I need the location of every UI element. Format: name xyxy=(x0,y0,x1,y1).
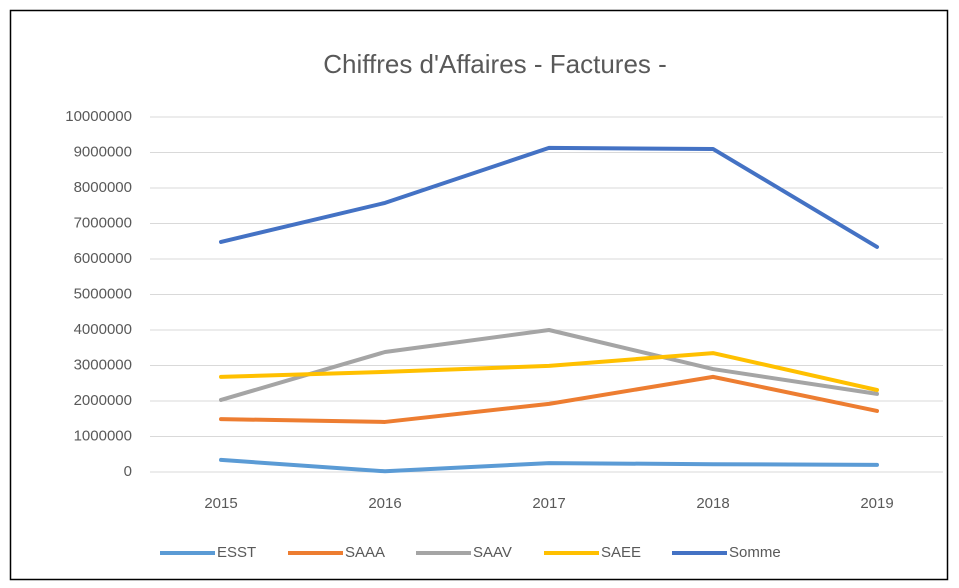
y-tick-label: 8000000 xyxy=(74,179,132,196)
y-tick-label: 4000000 xyxy=(74,321,132,338)
y-tick-label: 2000000 xyxy=(74,392,132,409)
y-tick-label: 5000000 xyxy=(74,285,132,302)
x-tick-label: 2019 xyxy=(860,495,893,512)
series-line xyxy=(219,328,879,402)
y-tick-label: 1000000 xyxy=(74,427,132,444)
series-line xyxy=(219,457,879,474)
x-tick-label: 2015 xyxy=(204,495,237,512)
y-tick-label: 3000000 xyxy=(74,356,132,373)
legend-label: SAEE xyxy=(601,544,641,561)
legend-label: SAAV xyxy=(473,544,512,561)
legend-label: ESST xyxy=(217,544,256,561)
y-tick-label: 10000000 xyxy=(65,108,132,125)
x-tick-label: 2017 xyxy=(532,495,565,512)
series-line xyxy=(219,351,879,392)
x-tick-label: 2018 xyxy=(696,495,729,512)
series-line xyxy=(219,145,879,249)
y-tick-label: 6000000 xyxy=(74,250,132,267)
y-tick-label: 9000000 xyxy=(74,143,132,160)
legend-label: SAAA xyxy=(345,544,385,561)
series-line xyxy=(219,374,879,424)
legend-label: Somme xyxy=(729,544,781,561)
chart-title: Chiffres d'Affaires - Factures - xyxy=(323,49,667,79)
y-tick-label: 0 xyxy=(124,463,132,480)
y-tick-label: 7000000 xyxy=(74,214,132,231)
x-tick-label: 2016 xyxy=(368,495,401,512)
